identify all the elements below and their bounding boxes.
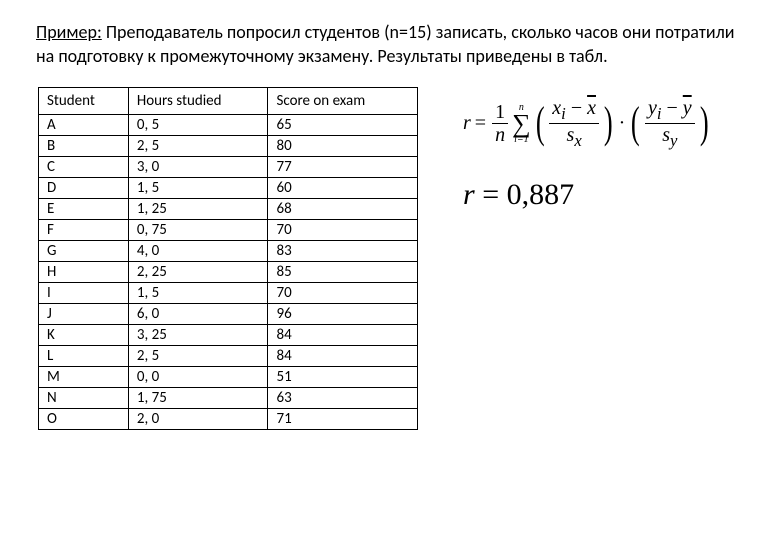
term1-den: sx xyxy=(564,124,585,150)
table-row: M0, 051 xyxy=(39,366,418,387)
cell-score: 70 xyxy=(268,219,418,240)
cell-hours: 1, 5 xyxy=(128,177,268,198)
term2-num: yi − y xyxy=(645,97,695,124)
table-row: L2, 584 xyxy=(39,345,418,366)
cell-hours: 6, 0 xyxy=(128,303,268,324)
header-score: Score on exam xyxy=(268,87,418,114)
cell-student: N xyxy=(39,387,129,408)
dot-operator: · xyxy=(619,112,626,135)
cell-hours: 3, 0 xyxy=(128,156,268,177)
one-over-n: 1 n xyxy=(492,101,508,146)
term1-paren: ( xi − x sx ) xyxy=(533,97,616,151)
result-eq: = xyxy=(475,178,507,211)
frac-num: 1 xyxy=(492,101,508,124)
paren-left-icon: ( xyxy=(536,101,545,145)
cell-hours: 2, 0 xyxy=(128,408,268,429)
cell-student: A xyxy=(39,114,129,135)
cell-student: H xyxy=(39,261,129,282)
cell-hours: 0, 75 xyxy=(128,219,268,240)
cell-hours: 1, 25 xyxy=(128,198,268,219)
cell-score: 83 xyxy=(268,240,418,261)
formula-block: r = 1 n n ∑ i=1 ( xi − x xyxy=(463,87,711,213)
page-root: Пример: Преподаватель попросил студентов… xyxy=(0,0,780,540)
paren-right-icon: ) xyxy=(604,101,613,145)
cell-student: M xyxy=(39,366,129,387)
cell-hours: 4, 0 xyxy=(128,240,268,261)
cell-score: 85 xyxy=(268,261,418,282)
intro-rest: Преподаватель попросил студентов (n=15) … xyxy=(36,21,735,67)
intro-label: Пример: xyxy=(36,21,102,43)
cell-student: I xyxy=(39,282,129,303)
cell-student: F xyxy=(39,219,129,240)
cell-score: 84 xyxy=(268,324,418,345)
table-row: O2, 071 xyxy=(39,408,418,429)
sigma-symbol: ∑ xyxy=(512,112,531,135)
cell-student: C xyxy=(39,156,129,177)
cell-student: K xyxy=(39,324,129,345)
paren-left-icon: ( xyxy=(631,101,640,145)
cell-score: 77 xyxy=(268,156,418,177)
cell-hours: 0, 0 xyxy=(128,366,268,387)
table-row: C3, 077 xyxy=(39,156,418,177)
sigma-icon: n ∑ i=1 xyxy=(512,103,531,144)
table-row: N1, 7563 xyxy=(39,387,418,408)
table-row: K3, 2584 xyxy=(39,324,418,345)
sigma-bot: i=1 xyxy=(514,135,529,144)
header-student: Student xyxy=(39,87,129,114)
paren-right-icon: ) xyxy=(700,101,709,145)
cell-student: D xyxy=(39,177,129,198)
result-value: r = 0,887 xyxy=(463,178,711,212)
table-row: J6, 096 xyxy=(39,303,418,324)
term2-paren: ( yi − y sy ) xyxy=(628,97,711,151)
result-r: r xyxy=(463,178,475,211)
table-row: A0, 565 xyxy=(39,114,418,135)
cell-score: 65 xyxy=(268,114,418,135)
formula-lhs: r xyxy=(463,112,471,135)
cell-student: J xyxy=(39,303,129,324)
cell-hours: 2, 5 xyxy=(128,135,268,156)
cell-score: 96 xyxy=(268,303,418,324)
cell-score: 80 xyxy=(268,135,418,156)
cell-student: L xyxy=(39,345,129,366)
cell-hours: 2, 5 xyxy=(128,345,268,366)
cell-student: O xyxy=(39,408,129,429)
cell-score: 51 xyxy=(268,366,418,387)
term2-den: sy xyxy=(659,124,680,150)
table-header-row: Student Hours studied Score on exam xyxy=(39,87,418,114)
header-hours: Hours studied xyxy=(128,87,268,114)
intro-paragraph: Пример: Преподаватель попросил студентов… xyxy=(30,20,750,69)
cell-student: B xyxy=(39,135,129,156)
cell-hours: 2, 25 xyxy=(128,261,268,282)
table-row: F0, 7570 xyxy=(39,219,418,240)
cell-score: 60 xyxy=(268,177,418,198)
cell-score: 68 xyxy=(268,198,418,219)
cell-hours: 1, 75 xyxy=(128,387,268,408)
table-body: A0, 565B2, 580C3, 077D1, 560E1, 2568F0, … xyxy=(39,114,418,429)
table-row: B2, 580 xyxy=(39,135,418,156)
frac-den: n xyxy=(492,124,508,146)
table-row: G4, 083 xyxy=(39,240,418,261)
cell-hours: 3, 25 xyxy=(128,324,268,345)
cell-student: G xyxy=(39,240,129,261)
result-number: 0,887 xyxy=(507,178,575,211)
term2-frac: yi − y sy xyxy=(645,97,695,151)
cell-score: 71 xyxy=(268,408,418,429)
cell-score: 70 xyxy=(268,282,418,303)
cell-score: 84 xyxy=(268,345,418,366)
correlation-formula: r = 1 n n ∑ i=1 ( xi − x xyxy=(463,97,711,151)
table-row: D1, 560 xyxy=(39,177,418,198)
table-row: H2, 2585 xyxy=(39,261,418,282)
table-row: E1, 2568 xyxy=(39,198,418,219)
cell-hours: 0, 5 xyxy=(128,114,268,135)
term1-frac: xi − x sx xyxy=(549,97,599,151)
cell-student: E xyxy=(39,198,129,219)
content-row: Student Hours studied Score on exam A0, … xyxy=(30,87,750,430)
term1-num: xi − x xyxy=(549,97,599,124)
data-table: Student Hours studied Score on exam A0, … xyxy=(38,87,418,430)
formula-eq: = xyxy=(475,112,486,135)
cell-hours: 1, 5 xyxy=(128,282,268,303)
table-row: I1, 570 xyxy=(39,282,418,303)
cell-score: 63 xyxy=(268,387,418,408)
